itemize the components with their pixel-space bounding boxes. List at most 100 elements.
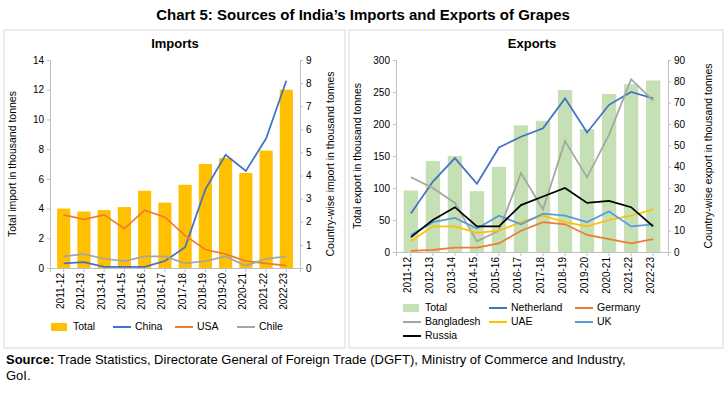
tick-label: 0 [674,247,680,258]
tick: 2017-18 [177,268,188,310]
tick-label: 200 [373,119,390,130]
legend: Total China USA Chile [51,320,283,332]
tick-label: 80 [674,76,686,87]
tick-mark [300,60,303,61]
panel: 2011-122012-132013-142014-152015-162016-… [4,30,345,348]
tick-label: 0 [384,247,390,258]
tick-label: 0 [306,263,312,274]
tick-label: 2014-15 [116,273,127,310]
y-axis: 02468101214 [33,55,51,274]
tick-label: 250 [373,87,390,98]
tick: 2011-12 [402,252,413,293]
tick-mark [668,167,671,168]
tick: 4 [38,203,50,214]
legend-swatch [51,323,67,331]
bar [426,161,440,252]
tick-label: 2020-21 [601,257,612,294]
tick-mark [609,252,610,256]
tick: 20 [668,204,686,215]
tick: 1 [300,240,312,251]
tick-mark [631,252,632,256]
tick: 150 [373,151,396,162]
axis-line [669,61,672,253]
legend-swatch [403,304,419,312]
y-axis-title: Total export in thousand tonnes [351,83,363,229]
tick-mark [300,152,303,153]
tick: 2019-20 [217,268,228,310]
tick-label: 2012-13 [75,273,86,310]
tick-label: 12 [33,84,45,95]
legend-swatch [489,307,507,309]
axis-line [393,61,397,253]
tick: 9 [300,55,312,66]
tick: 4 [300,170,312,181]
legend-item: Chile [237,320,283,332]
tick-mark [565,252,566,256]
tick: 5 [300,147,312,158]
source-label: Source: [6,352,54,367]
tick-mark [543,252,544,256]
tick-mark [300,268,303,269]
tick: 2020-21 [237,268,248,310]
tick-label: 2017-18 [535,257,546,294]
tick: 2021-22 [258,268,269,310]
tick: 10 [668,225,686,236]
axis-line [51,269,301,273]
tick-label: 30 [674,183,686,194]
tick: 10 [33,114,50,125]
tick: 100 [373,183,396,194]
tick-mark [587,252,588,256]
tick-label: 2021-22 [258,273,269,310]
tick-mark [668,188,671,189]
tick: 2012-13 [424,252,435,294]
x-axis: 2011-122012-132013-142014-152015-162016-… [397,252,669,294]
legend-item: Bangladesh [403,315,481,327]
legend-item: China [113,320,163,332]
legend-label: China [135,320,163,332]
tick-mark [47,238,50,239]
legend-item: USA [175,320,219,332]
tick: 7 [300,101,312,112]
legend-item: UAE [489,315,533,327]
bar [179,185,192,268]
tick-mark [476,252,477,256]
tick-mark [300,245,303,246]
tick-label: 5 [306,147,312,158]
line [64,210,287,265]
y-axis-title: Total import in thousand tonnes [6,91,18,237]
chart-title: Imports [151,36,199,51]
tick-mark [245,268,246,272]
tick: 14 [33,55,50,66]
legend-item: Total [51,320,95,332]
y2-axis-title: Country-wise import in thousand tonnes [324,71,336,256]
bar [239,173,252,268]
tick-mark [393,92,396,93]
tick: 50 [668,140,686,151]
line [64,81,287,267]
tick: 2022-23 [645,252,656,294]
tick-mark [185,268,186,272]
tick-mark [144,268,145,272]
panel-border [4,30,345,348]
legend-item: UK [575,315,612,327]
tick-mark [668,209,671,210]
tick-label: 7 [306,101,312,112]
tick-mark [205,268,206,272]
chart-canvas: Chart 5: Sources of India’s Imports and … [0,0,727,399]
tick: 2 [38,233,50,244]
tick-label: 20 [674,204,686,215]
y2-axis: 0102030405060708090 [668,55,686,258]
tick: 250 [373,87,396,98]
tick-mark [225,268,226,272]
panel-border [349,30,723,348]
y2-axis: 0123456789 [300,55,312,274]
bar [260,151,273,268]
tick-mark [393,188,396,189]
tick: 8 [300,78,312,89]
tick-mark [47,60,50,61]
tick: 2011-12 [55,268,66,309]
tick-label: 50 [379,215,391,226]
legend-item: Germany [575,301,641,313]
tick-mark [83,268,84,272]
tick-label: 40 [674,161,686,172]
